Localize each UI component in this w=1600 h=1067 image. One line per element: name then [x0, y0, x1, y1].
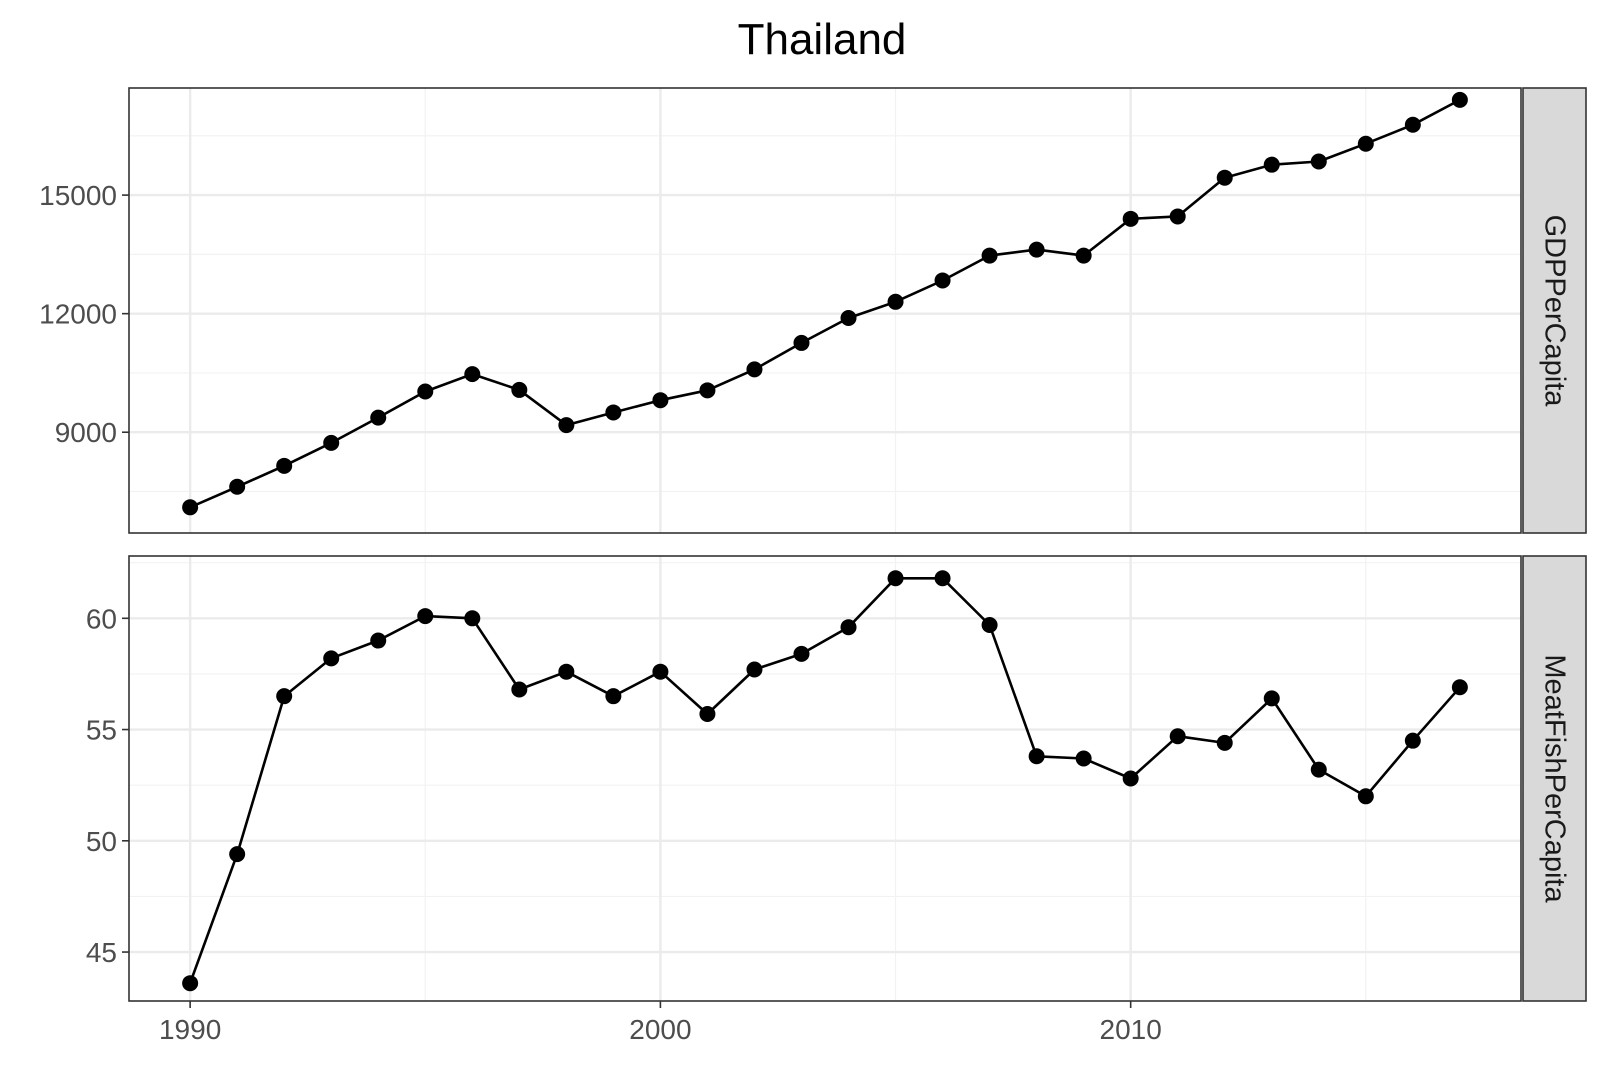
data-point — [652, 392, 669, 409]
series-line-MeatFishPerCapita — [188, 576, 1461, 984]
data-point — [1357, 788, 1374, 805]
y-tick-label: 60 — [86, 603, 117, 634]
data-point — [370, 632, 387, 649]
data-point — [464, 610, 481, 627]
data-point — [229, 846, 246, 863]
data-point — [276, 457, 293, 474]
data-point — [746, 661, 763, 678]
data-point — [699, 705, 716, 722]
facet-strip — [1522, 87, 1587, 534]
y-tick-label: 15000 — [39, 180, 117, 211]
data-point — [276, 688, 293, 705]
data-point — [370, 409, 387, 426]
data-point — [511, 681, 528, 698]
data-point — [1310, 761, 1327, 778]
data-point — [323, 650, 340, 667]
data-point — [605, 404, 622, 421]
data-point — [1028, 241, 1045, 258]
data-point — [1451, 679, 1468, 696]
y-tick-label: 50 — [86, 826, 117, 857]
data-point — [182, 975, 199, 992]
series-line-GDPPerCapita — [189, 98, 1461, 509]
data-point — [558, 417, 575, 434]
data-point — [981, 616, 998, 633]
data-point — [1357, 135, 1374, 152]
x-tick-label: 1990 — [159, 1014, 221, 1045]
data-point — [1263, 156, 1280, 173]
panel-border — [128, 555, 1522, 1002]
data-point — [558, 663, 575, 680]
data-point — [1216, 169, 1233, 186]
data-point — [840, 310, 857, 327]
data-point — [229, 478, 246, 495]
data-point — [793, 334, 810, 351]
data-point — [1451, 91, 1468, 108]
data-point — [417, 383, 434, 400]
facet-strip — [1522, 555, 1587, 1002]
data-point — [1075, 750, 1092, 767]
data-point — [934, 570, 951, 587]
data-point — [887, 570, 904, 587]
data-point — [1263, 690, 1280, 707]
data-point — [652, 663, 669, 680]
data-point — [182, 499, 199, 516]
chart-title: Thailand — [738, 15, 907, 64]
data-point — [1169, 728, 1186, 745]
data-point — [1122, 210, 1139, 227]
data-point — [793, 645, 810, 662]
y-tick-label: 45 — [86, 937, 117, 968]
data-point — [840, 619, 857, 636]
data-point — [323, 434, 340, 451]
data-point — [1310, 153, 1327, 170]
data-point — [1169, 208, 1186, 225]
x-tick-label: 2000 — [629, 1014, 691, 1045]
data-point — [746, 361, 763, 378]
data-point — [699, 382, 716, 399]
y-tick-label: 12000 — [39, 299, 117, 330]
data-point — [511, 381, 528, 398]
data-point — [1028, 748, 1045, 765]
data-point — [887, 293, 904, 310]
facet-strip-label: GDPPerCapita — [1539, 215, 1571, 408]
data-point — [1216, 734, 1233, 751]
data-point — [934, 272, 951, 289]
data-point — [417, 608, 434, 625]
y-tick-label: 55 — [86, 715, 117, 746]
data-point — [1404, 116, 1421, 133]
facet-strip-label: MeatFishPerCapita — [1539, 654, 1571, 903]
data-point — [464, 366, 481, 383]
data-point — [981, 247, 998, 264]
x-tick-label: 2010 — [1100, 1014, 1162, 1045]
data-point — [1404, 732, 1421, 749]
data-point — [605, 688, 622, 705]
data-point — [1075, 247, 1092, 264]
data-point — [1122, 770, 1139, 787]
panel-border — [128, 87, 1522, 534]
y-tick-label: 9000 — [55, 417, 117, 448]
